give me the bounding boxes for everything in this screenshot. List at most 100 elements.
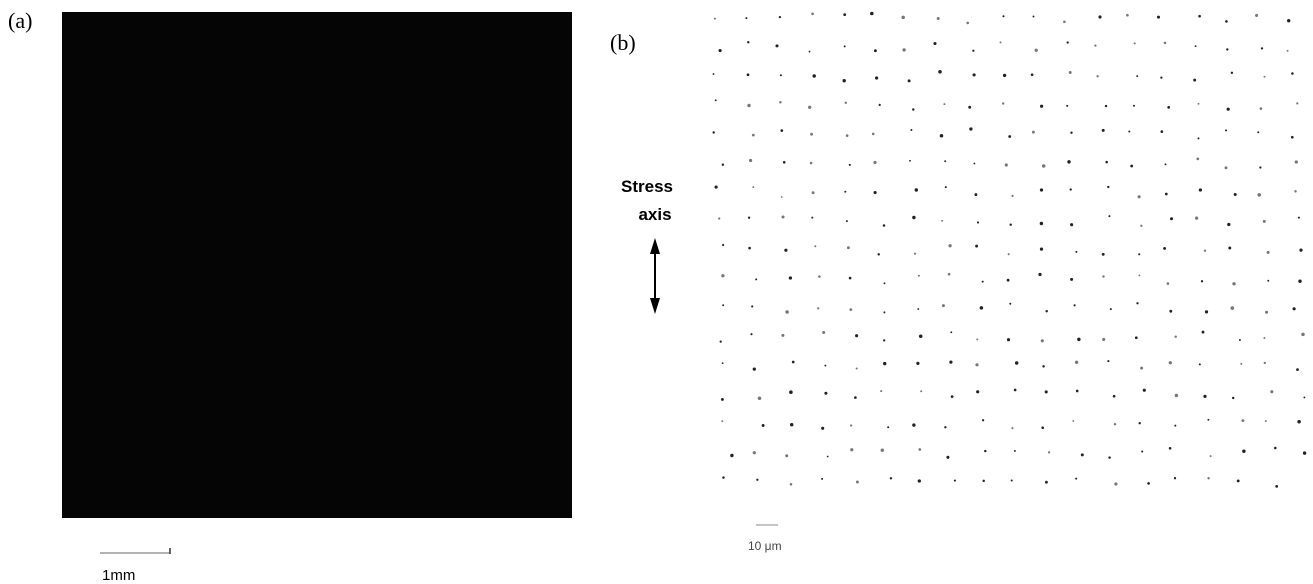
dot [1227, 223, 1230, 226]
dot [755, 278, 757, 280]
figure: (a) 1mm (b) Stress axis 10 μm [0, 0, 1313, 584]
dot [843, 79, 846, 82]
dot [810, 133, 813, 136]
dot [1260, 107, 1263, 110]
dot [827, 456, 829, 458]
dot [1175, 394, 1178, 397]
dot [1041, 339, 1044, 342]
dot [1138, 274, 1140, 276]
dot [843, 13, 846, 16]
dot [721, 420, 723, 422]
dot [910, 129, 912, 131]
dot [972, 50, 974, 52]
dot [758, 397, 762, 401]
dot [887, 426, 889, 428]
dot [849, 308, 852, 311]
dot [1242, 450, 1245, 453]
dot [890, 477, 892, 479]
dot [912, 423, 915, 426]
dot [718, 217, 720, 219]
dot [1203, 395, 1206, 398]
dot [722, 362, 724, 364]
dot [1231, 306, 1235, 310]
dot [1140, 225, 1142, 227]
dot [1136, 75, 1138, 77]
dot [713, 73, 715, 75]
dot [784, 249, 787, 252]
dot [1204, 250, 1206, 252]
dot [951, 395, 954, 398]
dot [1264, 76, 1266, 78]
dot [850, 448, 853, 451]
dot [1009, 303, 1011, 305]
dot [1069, 71, 1072, 74]
dot [1070, 223, 1073, 226]
dot [1040, 247, 1043, 250]
dot [948, 244, 951, 247]
dot [1015, 361, 1018, 364]
annotation-line: Stress [621, 177, 673, 196]
dot [937, 17, 940, 20]
dot [1102, 338, 1105, 341]
dot [824, 365, 826, 367]
dot [1102, 253, 1105, 256]
dot [810, 162, 813, 165]
dot [1000, 41, 1002, 43]
dot [1263, 220, 1266, 223]
dot [808, 106, 811, 109]
dot [1174, 477, 1176, 479]
dot [1199, 363, 1201, 365]
dot [785, 310, 789, 314]
dot [1169, 447, 1172, 450]
dot [1041, 426, 1044, 429]
dot [1114, 482, 1117, 485]
dot [1193, 79, 1196, 82]
dot [954, 480, 956, 482]
dot [1210, 455, 1212, 457]
dot [973, 73, 976, 76]
dot [982, 419, 984, 421]
dot [1169, 310, 1172, 313]
dot [1160, 76, 1162, 78]
dot [1291, 72, 1294, 75]
dot [824, 392, 827, 395]
dot [1110, 308, 1112, 310]
dot [883, 362, 886, 365]
dot [1228, 247, 1231, 250]
dot [1114, 423, 1116, 425]
dot [945, 186, 947, 188]
dot [1202, 331, 1205, 334]
dot [721, 274, 724, 277]
dot [790, 483, 793, 486]
dot [753, 367, 756, 370]
dot [1174, 335, 1176, 337]
dot [1298, 279, 1301, 282]
dot [1227, 108, 1230, 111]
dot [1133, 105, 1135, 107]
dot [1267, 251, 1270, 254]
dot [976, 390, 979, 393]
dot [1225, 20, 1228, 23]
dot [1287, 50, 1289, 52]
dot [780, 129, 783, 132]
dot [1261, 47, 1263, 49]
dot [1296, 368, 1299, 371]
dot [974, 193, 977, 196]
dot [822, 331, 825, 334]
dot [1074, 304, 1076, 306]
dot [1237, 479, 1240, 482]
dot [1128, 130, 1130, 132]
dot [877, 253, 879, 255]
dot [1075, 361, 1078, 364]
dot [1255, 14, 1258, 17]
dot [1070, 188, 1072, 190]
dot [715, 99, 717, 101]
dot [1267, 280, 1269, 282]
dot [875, 76, 878, 79]
dot [1232, 397, 1234, 399]
dot [821, 427, 824, 430]
dot [1257, 193, 1261, 197]
dot [1226, 48, 1228, 50]
dot [722, 163, 724, 165]
dot [1040, 105, 1043, 108]
